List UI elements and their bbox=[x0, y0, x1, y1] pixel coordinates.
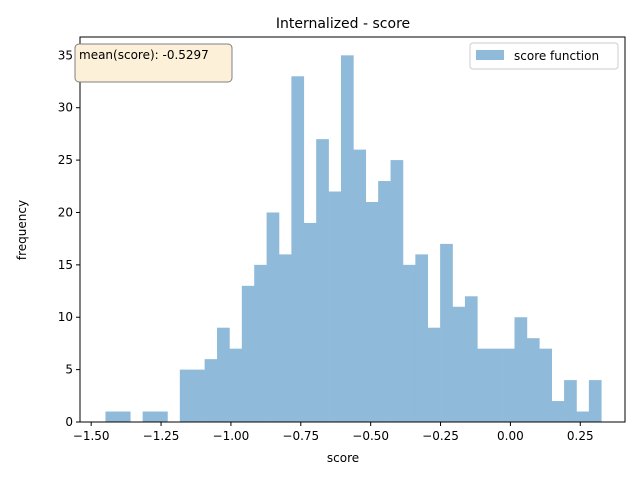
x-tick-label: −1.00 bbox=[213, 429, 250, 443]
histogram-bar bbox=[254, 264, 267, 422]
legend: score function bbox=[469, 42, 619, 70]
histogram-bar bbox=[427, 327, 441, 422]
y-tick-label: 15 bbox=[58, 258, 73, 272]
bars-group bbox=[105, 55, 602, 423]
y-tick-label: 5 bbox=[65, 363, 73, 377]
histogram-bar bbox=[415, 254, 429, 422]
histogram-bar bbox=[564, 380, 577, 422]
histogram-bar bbox=[291, 76, 305, 423]
histogram-bar bbox=[117, 411, 131, 422]
histogram-bar bbox=[340, 55, 354, 422]
histogram-bar bbox=[502, 348, 515, 422]
histogram-bar bbox=[217, 327, 230, 422]
y-axis-label: frequency bbox=[15, 200, 29, 260]
legend-frame bbox=[469, 42, 619, 70]
x-axis-label: score bbox=[327, 451, 359, 465]
mean-annotation-text: mean(score): -0.5297 bbox=[79, 48, 209, 62]
histogram-bar bbox=[192, 369, 205, 422]
histogram-bar bbox=[142, 411, 156, 422]
x-tick-label: −0.25 bbox=[422, 429, 459, 443]
histogram-bar bbox=[539, 348, 552, 422]
histogram-bar bbox=[390, 160, 404, 422]
y-tick-label: 25 bbox=[58, 153, 73, 167]
y-tick-label: 0 bbox=[65, 415, 73, 429]
y-tick-label: 35 bbox=[58, 48, 73, 62]
x-axis: −1.50 −1.25 −1.00 −0.75 −0.50 −0.25 0.00 0.25 bbox=[73, 422, 594, 443]
histogram-bar bbox=[588, 380, 602, 422]
histogram-bar bbox=[576, 411, 590, 422]
histogram-bar bbox=[204, 359, 218, 422]
histogram-bar bbox=[278, 254, 292, 422]
legend-swatch bbox=[476, 50, 504, 60]
y-axis: 0 5 10 15 20 25 30 35 bbox=[58, 48, 80, 429]
mean-annotation-box bbox=[74, 43, 233, 83]
x-tick-label: −1.25 bbox=[143, 429, 180, 443]
y-tick-label: 10 bbox=[58, 310, 73, 324]
mean-annotation: mean(score): -0.5297 bbox=[74, 43, 233, 83]
histogram-bar bbox=[452, 306, 466, 422]
x-tick-label: 0.25 bbox=[567, 429, 594, 443]
y-tick-label: 20 bbox=[58, 205, 73, 219]
histogram-bar bbox=[551, 401, 565, 422]
histogram-bar bbox=[328, 191, 342, 422]
histogram-bar bbox=[526, 338, 540, 422]
histogram-bar bbox=[365, 202, 379, 422]
histogram-bar bbox=[179, 369, 193, 422]
histogram-bar bbox=[402, 264, 416, 422]
histogram-bar bbox=[477, 348, 491, 422]
histogram-bar bbox=[489, 348, 503, 422]
histogram-bar bbox=[464, 296, 478, 422]
histogram-bar bbox=[241, 285, 255, 422]
x-tick-label: 0.00 bbox=[497, 429, 524, 443]
legend-entry-score-function: score function bbox=[514, 49, 599, 63]
histogram-bar bbox=[155, 411, 168, 422]
histogram-bar bbox=[353, 149, 367, 422]
histogram-bar bbox=[303, 222, 317, 422]
histogram-bar bbox=[105, 411, 119, 422]
plot-frame bbox=[79, 36, 626, 423]
histogram-bar bbox=[440, 243, 453, 422]
histogram-bar bbox=[316, 139, 329, 422]
chart-title: Internalized - score bbox=[276, 16, 410, 32]
x-tick-label: −0.50 bbox=[352, 429, 389, 443]
y-tick-label: 30 bbox=[58, 101, 73, 115]
histogram-bar bbox=[229, 348, 243, 422]
histogram-bar bbox=[378, 181, 391, 422]
x-tick-label: −0.75 bbox=[282, 429, 319, 443]
histogram-bar bbox=[266, 212, 280, 422]
x-tick-label: −1.50 bbox=[73, 429, 110, 443]
histogram-bar bbox=[514, 317, 528, 422]
